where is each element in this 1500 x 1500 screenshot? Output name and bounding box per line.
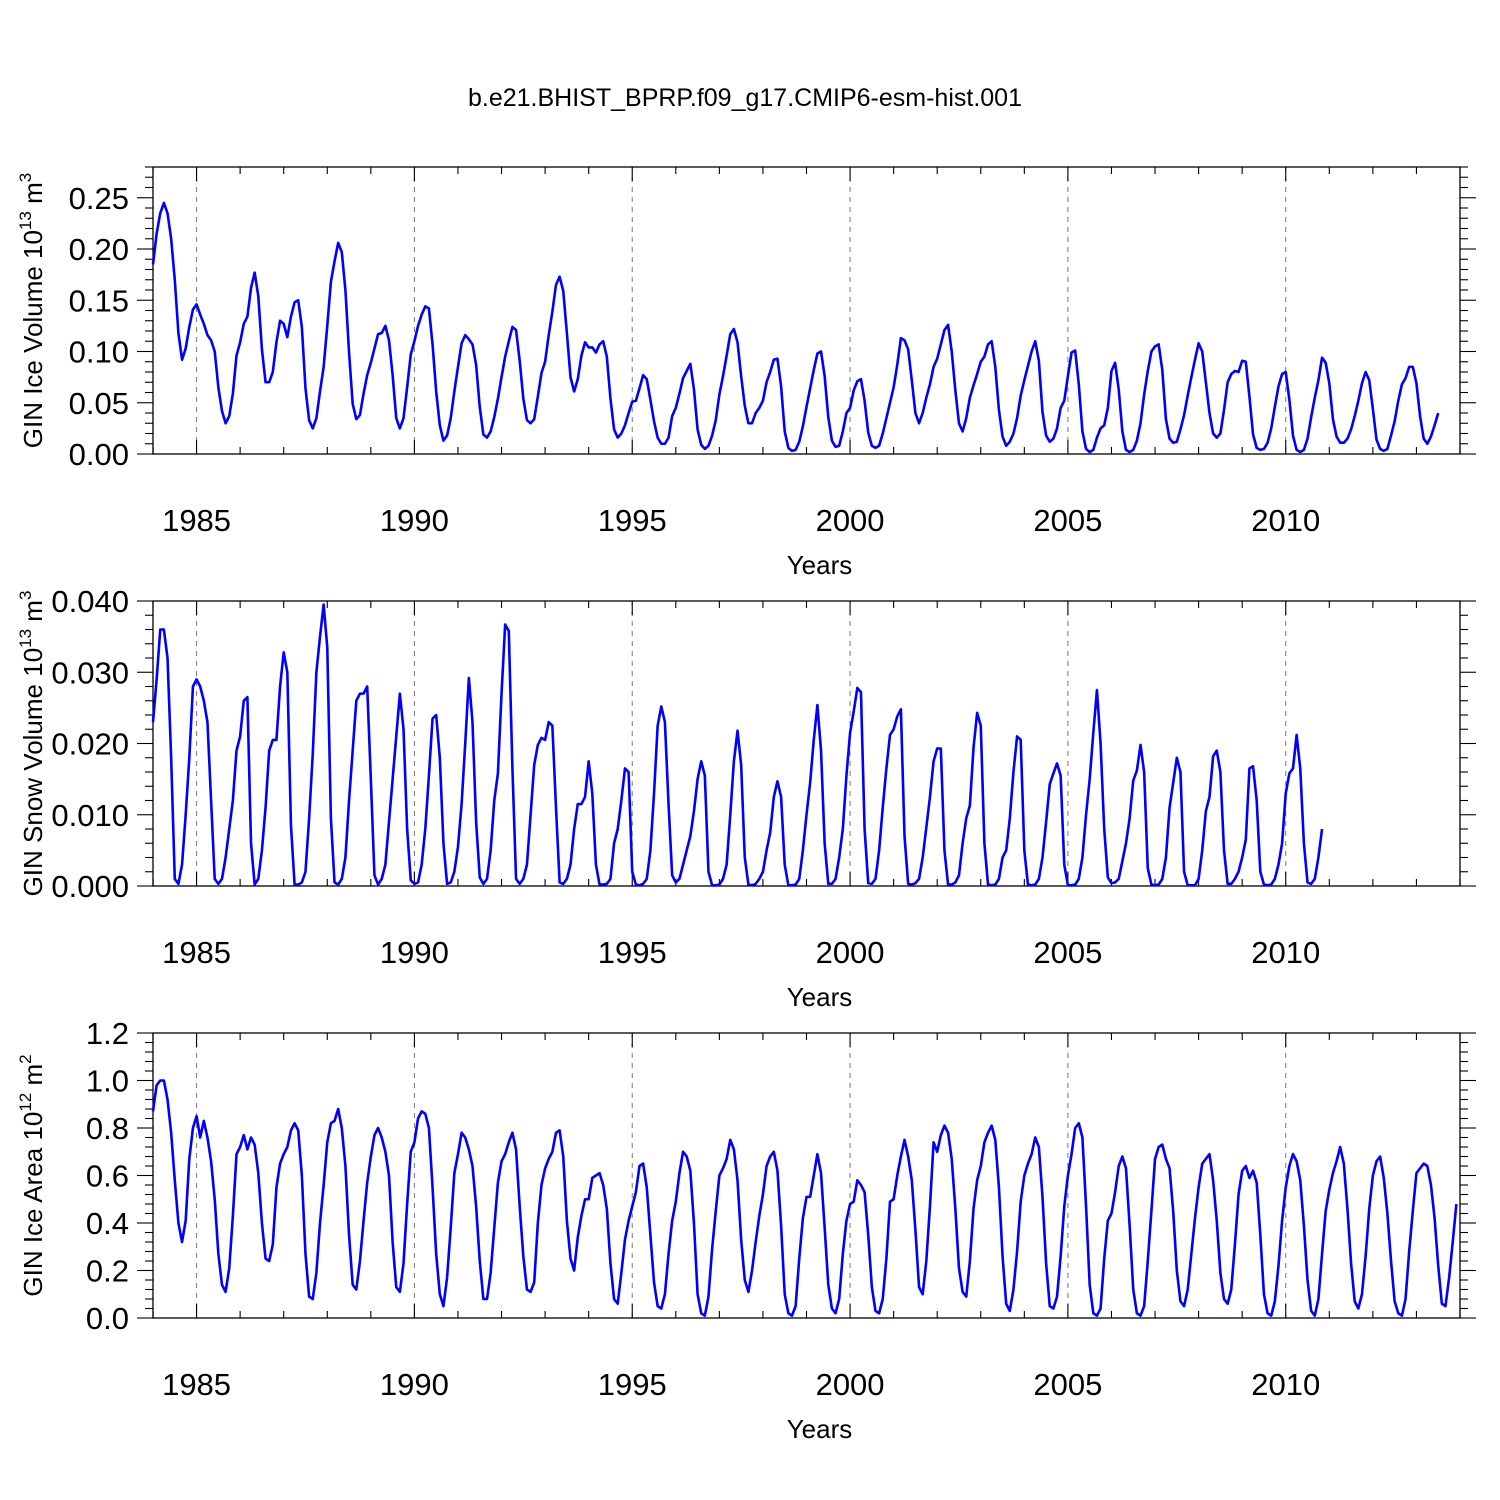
- y-tick-label: 0.2: [86, 1254, 129, 1289]
- x-tick-label: 1985: [162, 935, 231, 970]
- y-tick-label: 0.000: [51, 869, 129, 904]
- y-axis-label-text: m: [18, 182, 48, 211]
- x-tick-label: 2005: [1033, 935, 1102, 970]
- y-axis-label-text: m: [18, 600, 48, 629]
- x-tick-label: 1995: [598, 1367, 667, 1402]
- chart-panel-1: 0.00 0.05 0.10 0.15 0.20 0.25 1985 1990 1995 2000…: [16, 166, 1476, 580]
- x-tick-label: 2005: [1033, 1367, 1102, 1402]
- y-axis-label-text: GIN Ice Area 10: [18, 1112, 48, 1297]
- y-tick-label: 0.040: [51, 584, 129, 619]
- x-axis-label: Years: [787, 982, 853, 1012]
- y-axis-label-exponent: 2: [16, 1054, 35, 1063]
- y-tick-label: 0.020: [51, 727, 129, 762]
- x-tick-label: 2010: [1251, 1367, 1320, 1402]
- y-axis-label-exponent: 13: [16, 629, 35, 648]
- series-line: [151, 1079, 1458, 1317]
- x-tick-label: 2000: [816, 1367, 885, 1402]
- x-tick-label: 1985: [162, 1367, 231, 1402]
- x-tick-label: 1995: [598, 503, 667, 538]
- x-axis-label: Years: [787, 550, 853, 580]
- chart-panel-3: 0.0 0.2 0.4 0.6 0.8 1.0 1.2 1985 1990 1995 2000 200…: [16, 1016, 1476, 1444]
- chart-title: b.e21.BHIST_BPRP.f09_g17.CMIP6-esm-hist.…: [468, 84, 1022, 112]
- x-tick-label: 2000: [816, 935, 885, 970]
- y-tick-label: 0.00: [69, 437, 129, 472]
- y-axis-label-text: GIN Snow Volume 10: [18, 648, 48, 897]
- y-tick-label: 0.05: [69, 386, 129, 421]
- y-tick-label: 1.2: [86, 1016, 129, 1051]
- y-axis-label: GIN Snow Volume 1013 m3: [16, 591, 48, 897]
- y-tick-label: 0.030: [51, 655, 129, 690]
- x-tick-label: 1985: [162, 503, 231, 538]
- x-tick-label: 1990: [380, 935, 449, 970]
- y-axis-label: GIN Ice Volume 1013 m3: [16, 173, 48, 449]
- y-axis-label-exponent: 13: [16, 211, 35, 230]
- y-axis-label-text: m: [18, 1064, 48, 1093]
- x-tick-label: 1990: [380, 503, 449, 538]
- y-tick-label: 0.0: [86, 1301, 129, 1336]
- y-axis-label: GIN Ice Area 1012 m2: [16, 1054, 48, 1296]
- x-axis-label: Years: [787, 1414, 853, 1444]
- y-tick-label: 0.10: [69, 335, 129, 370]
- series-line: [151, 201, 1440, 454]
- y-tick-label: 0.010: [51, 798, 129, 833]
- y-tick-label: 0.25: [69, 181, 129, 216]
- x-tick-label: 1995: [598, 935, 667, 970]
- x-tick-label: 2005: [1033, 503, 1102, 538]
- y-tick-label: 0.6: [86, 1159, 129, 1194]
- y-tick-label: 1.0: [86, 1064, 129, 1099]
- y-tick-label: 0.4: [86, 1206, 129, 1241]
- y-tick-label: 0.8: [86, 1111, 129, 1146]
- series-line: [151, 603, 1324, 887]
- y-tick-label: 0.20: [69, 232, 129, 267]
- x-tick-label: 2010: [1251, 935, 1320, 970]
- x-tick-label: 1990: [380, 1367, 449, 1402]
- chart-panel-2: 0.000 0.010 0.020 0.030 0.040 1985 1990 1995 200…: [16, 584, 1476, 1012]
- y-axis-label-exponent: 12: [16, 1093, 35, 1112]
- x-tick-label: 2000: [816, 503, 885, 538]
- y-axis-label-exponent: 3: [16, 591, 35, 600]
- x-tick-label: 2010: [1251, 503, 1320, 538]
- y-tick-label: 0.15: [69, 283, 129, 318]
- y-axis-label-exponent: 3: [16, 173, 35, 182]
- y-axis-label-text: GIN Ice Volume 10: [18, 230, 48, 448]
